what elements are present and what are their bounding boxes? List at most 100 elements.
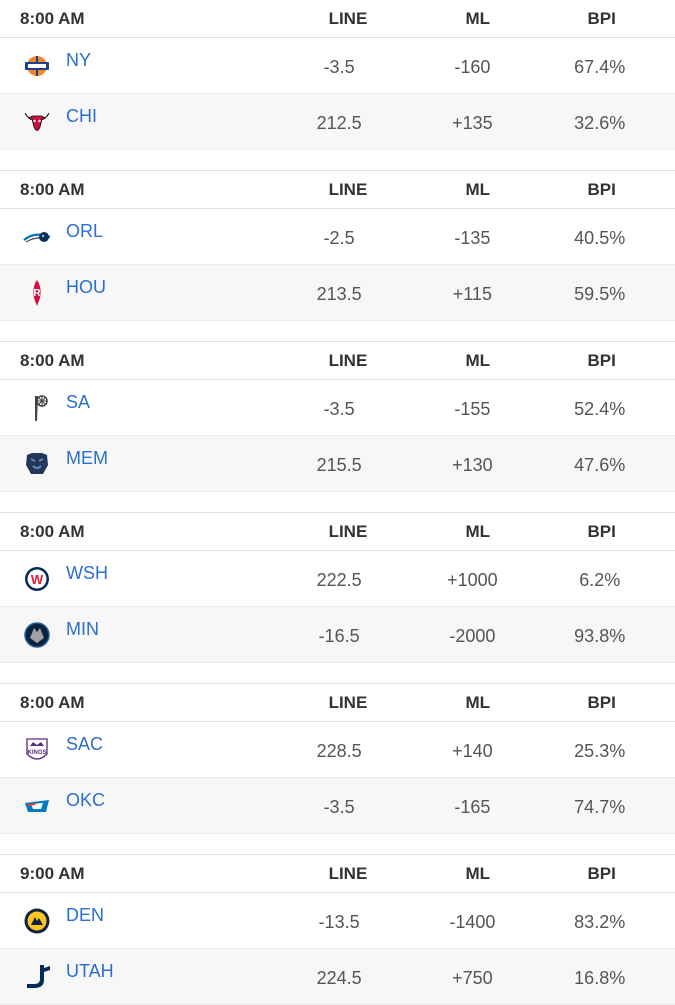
knicks-logo-icon[interactable] — [20, 49, 54, 83]
team-row[interactable]: ORL -2.5 -135 40.5% — [0, 209, 675, 265]
team-row[interactable]: SA -3.5 -155 52.4% — [0, 380, 675, 436]
game-block: 8:00 AM LINE ML BPI NY -3.5 -160 67.4% CHI 212.5 +… — [0, 0, 675, 150]
team-link[interactable]: SA — [66, 392, 91, 412]
line-column-header: LINE — [328, 179, 368, 199]
moneyline-value: +140 — [452, 741, 493, 761]
ml-column-header: ML — [465, 8, 490, 28]
grizzlies-logo-icon[interactable] — [20, 447, 54, 481]
bpi-column-header: BPI — [587, 350, 616, 370]
team-link[interactable]: ORL — [66, 221, 104, 241]
team-link[interactable]: OKC — [66, 790, 106, 810]
team-row[interactable]: MIN -16.5 -2000 93.8% — [0, 607, 675, 663]
moneyline-value: +1000 — [447, 570, 498, 590]
thunder-logo-icon[interactable] — [20, 789, 54, 823]
kings-logo-icon[interactable]: KINGS — [20, 733, 54, 767]
moneyline-value: -2000 — [449, 626, 496, 646]
moneyline-value: -1400 — [449, 912, 496, 932]
team-link[interactable]: WSH — [66, 563, 108, 583]
wizards-logo-icon[interactable]: W — [20, 562, 54, 596]
bpi-value: 6.2% — [579, 570, 621, 590]
rockets-logo-icon[interactable]: R — [20, 276, 54, 310]
team-link[interactable]: HOU — [66, 277, 106, 297]
team-link[interactable]: MIN — [66, 619, 99, 639]
line-value: 213.5 — [316, 284, 362, 304]
line-value: -3.5 — [323, 57, 355, 77]
game-time: 8:00 AM — [20, 350, 85, 370]
line-column-header: LINE — [328, 8, 368, 28]
svg-text:KINGS: KINGS — [27, 750, 46, 756]
team-cell[interactable]: MEM — [0, 436, 258, 491]
team-link[interactable]: CHI — [66, 106, 97, 126]
svg-text:W: W — [31, 572, 44, 587]
bpi-value: 16.8% — [574, 968, 626, 988]
team-cell[interactable]: R HOU — [0, 265, 258, 320]
bpi-value: 93.8% — [574, 626, 626, 646]
game-header: 8:00 AM LINE ML BPI — [0, 512, 675, 551]
team-row[interactable]: MEM 215.5 +130 47.6% — [0, 436, 675, 492]
game-block: 8:00 AM LINE ML BPI W WSH 222.5 +1000 6.2% MIN -16… — [0, 512, 675, 663]
line-value: -3.5 — [323, 399, 355, 419]
team-cell[interactable]: DEN — [0, 893, 258, 948]
team-row[interactable]: NY -3.5 -160 67.4% — [0, 38, 675, 94]
bpi-value: 67.4% — [574, 57, 626, 77]
svg-text:R: R — [33, 288, 41, 299]
team-row[interactable]: W WSH 222.5 +1000 6.2% — [0, 551, 675, 607]
game-time: 8:00 AM — [20, 692, 85, 712]
bpi-value: 47.6% — [574, 455, 626, 475]
ml-column-header: ML — [465, 521, 490, 541]
game-block: 8:00 AM LINE ML BPI KINGS SAC 228.5 +140 25.3% OK… — [0, 683, 675, 834]
bpi-column-header: BPI — [587, 863, 616, 883]
game-time: 9:00 AM — [20, 863, 85, 883]
moneyline-value: -160 — [454, 57, 491, 77]
team-cell[interactable]: UTAH — [0, 949, 258, 1004]
team-link[interactable]: NY — [66, 50, 92, 70]
team-cell[interactable]: W WSH — [0, 551, 258, 606]
bpi-value: 52.4% — [574, 399, 626, 419]
team-row[interactable]: OKC -3.5 -165 74.7% — [0, 778, 675, 834]
team-cell[interactable]: KINGS SAC — [0, 722, 258, 777]
team-cell[interactable]: ORL — [0, 209, 258, 264]
team-link[interactable]: DEN — [66, 905, 105, 925]
bpi-value: 25.3% — [574, 741, 626, 761]
line-value: 224.5 — [316, 968, 362, 988]
line-value: 215.5 — [316, 455, 362, 475]
line-value: -13.5 — [318, 912, 360, 932]
team-cell[interactable]: CHI — [0, 94, 258, 149]
team-cell[interactable]: OKC — [0, 778, 258, 833]
bulls-logo-icon[interactable] — [20, 105, 54, 139]
team-row[interactable]: CHI 212.5 +135 32.6% — [0, 94, 675, 150]
team-row[interactable]: KINGS SAC 228.5 +140 25.3% — [0, 722, 675, 778]
timberwolves-logo-icon[interactable] — [20, 618, 54, 652]
bpi-column-header: BPI — [587, 8, 616, 28]
team-row[interactable]: R HOU 213.5 +115 59.5% — [0, 265, 675, 321]
game-header: 8:00 AM LINE ML BPI — [0, 0, 675, 38]
team-row[interactable]: DEN -13.5 -1400 83.2% — [0, 893, 675, 949]
bpi-column-header: BPI — [587, 521, 616, 541]
team-link[interactable]: MEM — [66, 448, 108, 468]
game-time: 8:00 AM — [20, 8, 85, 28]
game-header: 8:00 AM LINE ML BPI — [0, 170, 675, 209]
bpi-value: 74.7% — [574, 797, 626, 817]
moneyline-value: -155 — [454, 399, 491, 419]
spurs-logo-icon[interactable] — [20, 391, 54, 425]
team-cell[interactable]: SA — [0, 380, 258, 435]
magic-logo-icon[interactable] — [20, 220, 54, 254]
game-block: 8:00 AM LINE ML BPI SA -3.5 -155 52.4% MEM 215.5 +… — [0, 341, 675, 492]
bpi-value: 83.2% — [574, 912, 626, 932]
team-row[interactable]: UTAH 224.5 +750 16.8% — [0, 949, 675, 1005]
team-link[interactable]: SAC — [66, 734, 104, 754]
team-cell[interactable]: NY — [0, 38, 258, 93]
jazz-logo-icon[interactable] — [20, 960, 54, 994]
bpi-column-header: BPI — [587, 179, 616, 199]
ml-column-header: ML — [465, 863, 490, 883]
line-column-header: LINE — [328, 521, 368, 541]
line-column-header: LINE — [328, 863, 368, 883]
ml-column-header: ML — [465, 179, 490, 199]
nuggets-logo-icon[interactable] — [20, 904, 54, 938]
ml-column-header: ML — [465, 692, 490, 712]
team-cell[interactable]: MIN — [0, 607, 258, 662]
team-link[interactable]: UTAH — [66, 961, 114, 981]
moneyline-value: +115 — [452, 284, 492, 304]
game-time: 8:00 AM — [20, 179, 85, 199]
